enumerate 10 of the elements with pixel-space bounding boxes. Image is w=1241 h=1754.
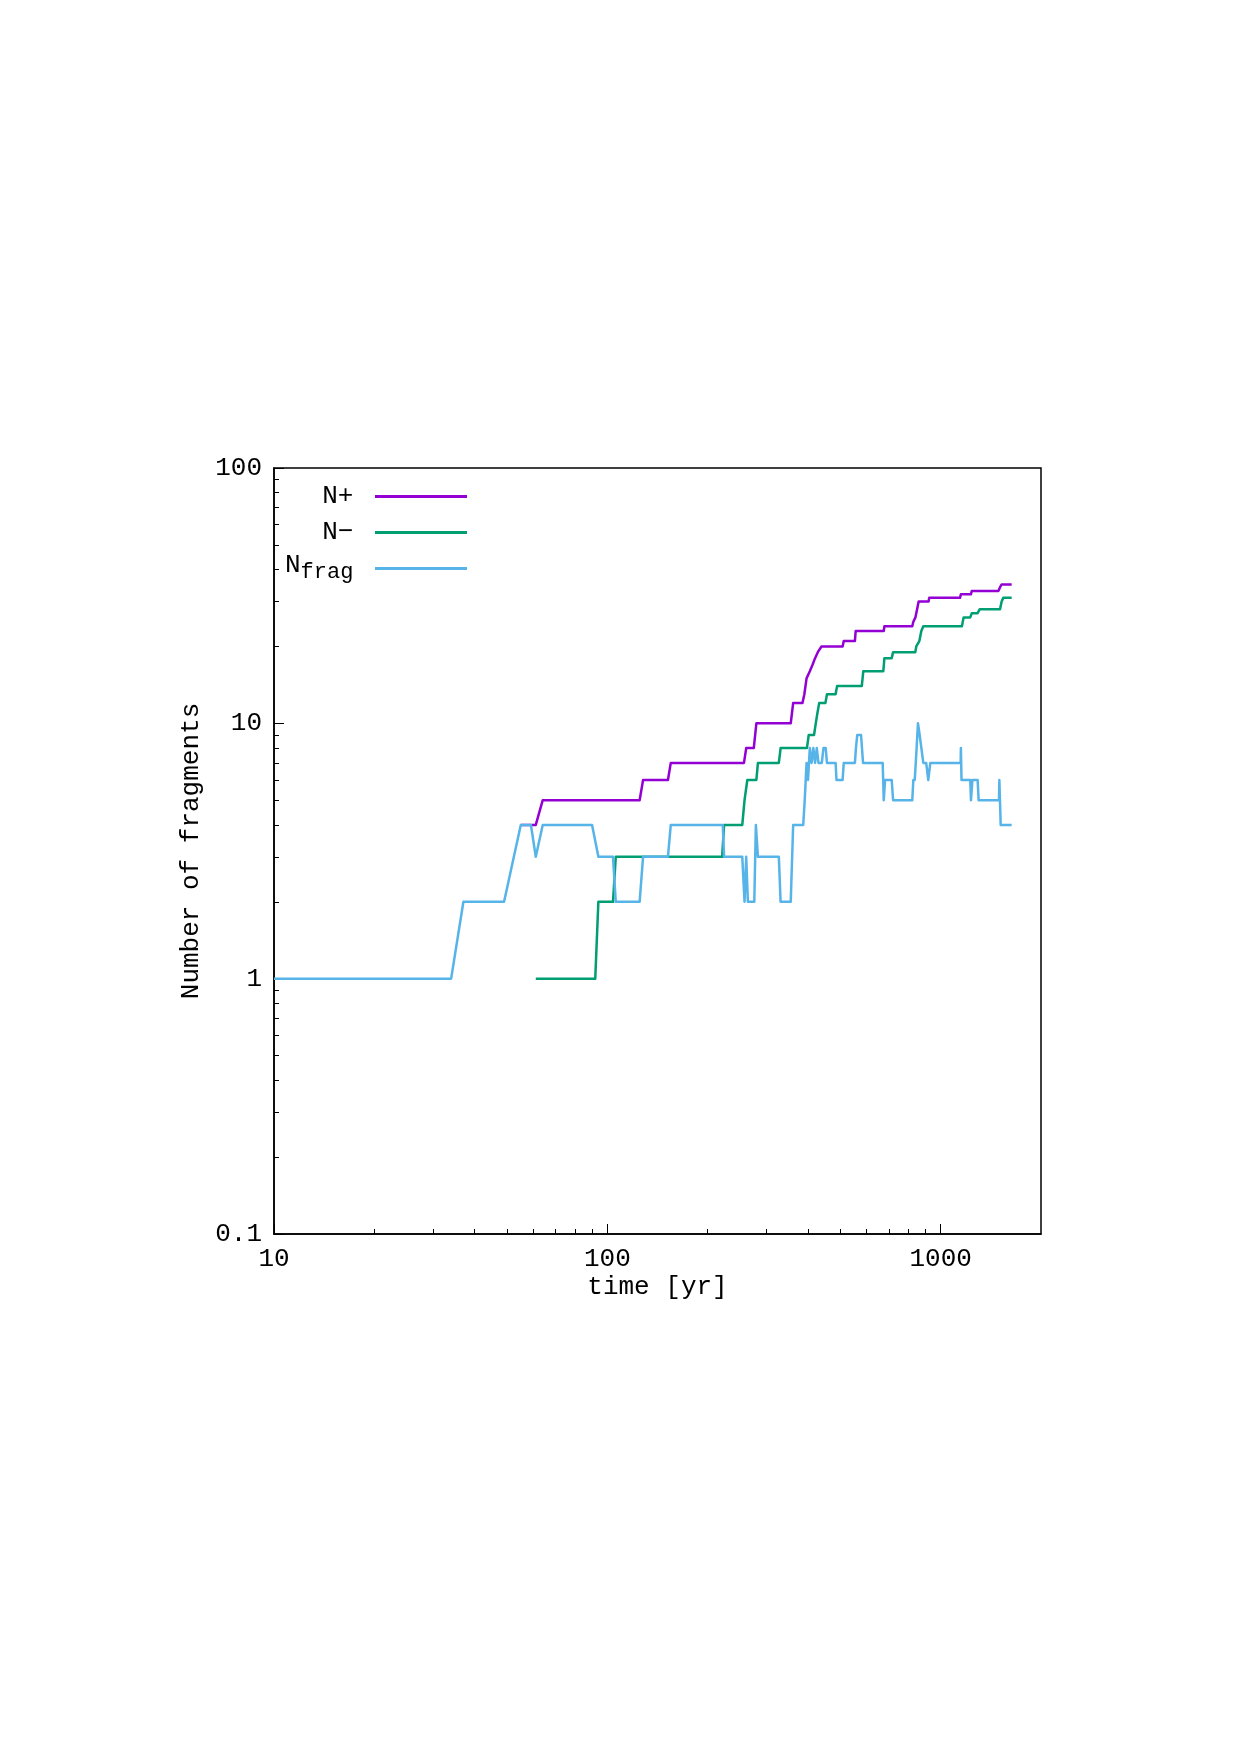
- legend-label: N+: [322, 481, 354, 511]
- y-axis-title: Number of fragments: [176, 702, 206, 1000]
- legend-label: N$_{frag}$: [285, 550, 354, 586]
- x-tick-label: 1000: [909, 1244, 972, 1274]
- y-tick-label: 100: [215, 453, 262, 483]
- y-tick-label: 10: [230, 708, 262, 739]
- legend-label: N−: [322, 517, 354, 547]
- x-tick-label: 100: [583, 1244, 631, 1274]
- y-tick-label: 1: [246, 963, 262, 994]
- x-axis-title: time [yr]: [587, 1272, 728, 1302]
